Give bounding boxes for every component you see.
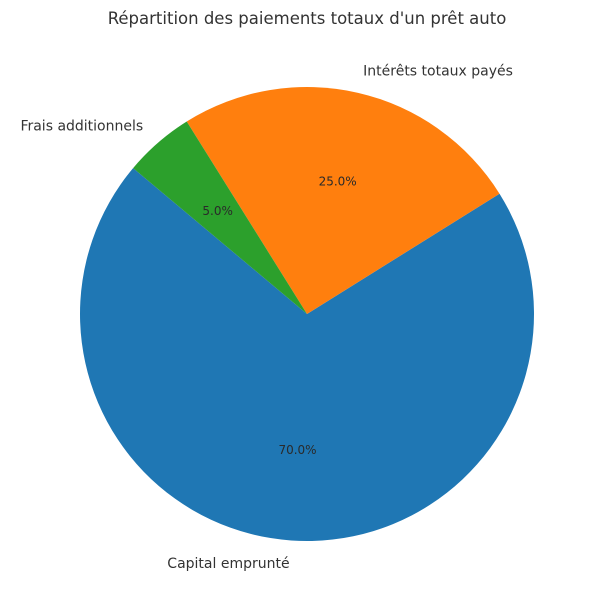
percent-label-capital-emprunte: 70.0%: [278, 443, 316, 457]
percent-label-frais-additionnels: 5.0%: [202, 204, 233, 218]
percent-label-interets-totaux-payes: 25.0%: [319, 174, 357, 188]
pie-slice-interets-totaux-payes: [186, 86, 500, 314]
category-label-interets-totaux-payes: Intérêts totaux payés: [363, 64, 513, 80]
pie-slices: [80, 86, 535, 542]
pie-slice-capital-emprunte: [80, 168, 535, 542]
category-labels: Capital emprunté Intérêts totaux payés Fra…: [20, 64, 513, 572]
pie-slice-frais-additionnels: [133, 121, 307, 315]
category-label-capital-emprunte: Capital emprunté: [167, 556, 289, 572]
percent-labels: 70.0% 25.0% 5.0%: [202, 174, 356, 457]
category-label-frais-additionnels: Frais additionnels: [20, 119, 143, 135]
chart-title: Répartition des paiements totaux d'un pr…: [108, 9, 507, 28]
